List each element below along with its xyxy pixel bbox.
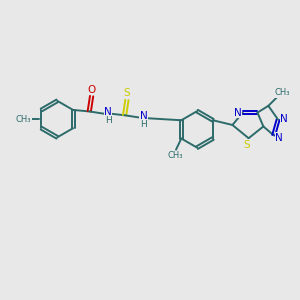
Text: CH₃: CH₃	[16, 115, 32, 124]
Text: CH₃: CH₃	[274, 88, 290, 98]
Text: S: S	[124, 88, 130, 98]
Text: N: N	[234, 108, 241, 118]
Text: N: N	[280, 114, 288, 124]
Text: N: N	[104, 107, 112, 117]
Text: N: N	[275, 133, 283, 142]
Text: N: N	[140, 111, 147, 121]
Text: S: S	[244, 140, 250, 150]
Text: O: O	[88, 85, 96, 94]
Text: CH₃: CH₃	[167, 151, 183, 160]
Text: H: H	[105, 116, 112, 125]
Text: H: H	[140, 120, 147, 129]
